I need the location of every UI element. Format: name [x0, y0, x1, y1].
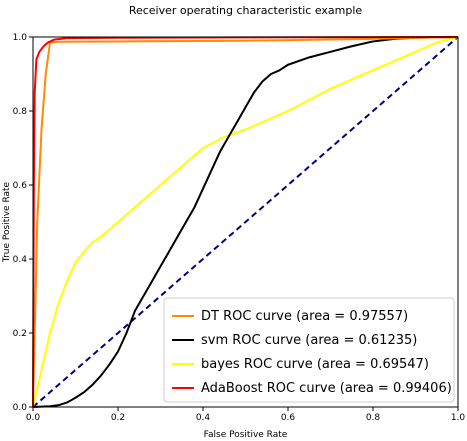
legend-label: bayes ROC curve (area = 0.69547) — [201, 357, 429, 372]
y-axis-label: True Positive Rate — [2, 181, 12, 263]
series-line-1 — [32, 36, 459, 408]
x-axis-label: False Positive Rate — [204, 430, 288, 440]
series-line-3 — [32, 36, 459, 408]
legend-label: AdaBoost ROC curve (area = 0.99406) — [201, 381, 452, 396]
legend-label: DT ROC curve (area = 0.97557) — [201, 309, 408, 324]
chart-title: Receiver operating characteristic exampl… — [129, 4, 363, 17]
series-line-2 — [32, 36, 459, 408]
reference-diagonal-line — [32, 36, 459, 408]
x-tick-label: 0.6 — [281, 413, 296, 423]
y-tick-label: 1.0 — [13, 33, 28, 43]
plot-frame — [32, 36, 459, 408]
x-tick-label: 0.0 — [26, 413, 41, 423]
y-tick-label: 0.2 — [13, 329, 27, 339]
plot-area: 0.0 0.2 0.4 0.6 0.8 1.0 0.0 0.2 0.4 0.6 0.8 1.0 — [13, 33, 466, 423]
y-tick-label: 0.6 — [13, 181, 28, 191]
x-tick-label: 0.8 — [366, 413, 381, 423]
x-tick-label: 0.4 — [196, 413, 211, 423]
y-tick-label: 0.0 — [13, 403, 28, 413]
y-tick-label: 0.4 — [13, 255, 28, 265]
y-tick-label: 0.8 — [13, 107, 28, 117]
legend-box — [163, 297, 455, 403]
x-tick-label: 1.0 — [451, 413, 466, 423]
x-tick-label: 0.2 — [111, 413, 125, 423]
legend-label: svm ROC curve (area = 0.61235) — [201, 333, 417, 348]
legend: DT ROC curve (area = 0.97557) svm ROC cur… — [163, 297, 455, 403]
